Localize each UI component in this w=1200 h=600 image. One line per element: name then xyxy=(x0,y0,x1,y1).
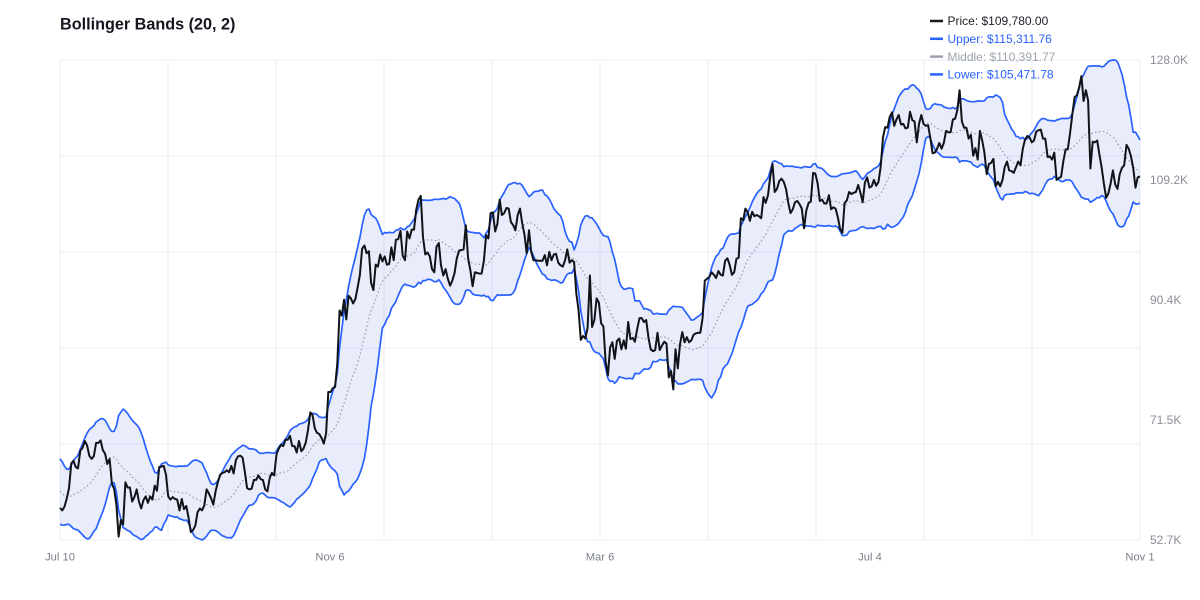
svg-text:90.4K: 90.4K xyxy=(1150,293,1181,307)
svg-text:Upper: $115,311.76: Upper: $115,311.76 xyxy=(948,32,1053,46)
svg-text:71.5K: 71.5K xyxy=(1150,413,1181,427)
svg-text:Jul 4: Jul 4 xyxy=(858,552,882,564)
svg-text:Price: $109,780.00: Price: $109,780.00 xyxy=(948,14,1049,28)
svg-text:52.7K: 52.7K xyxy=(1150,533,1181,547)
svg-text:Nov 6: Nov 6 xyxy=(315,552,344,564)
svg-text:Middle: $110,391.77: Middle: $110,391.77 xyxy=(948,50,1056,64)
svg-text:Jul 10: Jul 10 xyxy=(45,552,75,564)
svg-text:128.0K: 128.0K xyxy=(1150,53,1188,67)
svg-text:Bollinger Bands (20, 2): Bollinger Bands (20, 2) xyxy=(60,16,235,34)
svg-text:109.2K: 109.2K xyxy=(1150,173,1188,187)
svg-text:Mar 6: Mar 6 xyxy=(586,552,615,564)
svg-text:Nov 1: Nov 1 xyxy=(1125,552,1154,564)
svg-text:Lower: $105,471.78: Lower: $105,471.78 xyxy=(948,68,1054,82)
